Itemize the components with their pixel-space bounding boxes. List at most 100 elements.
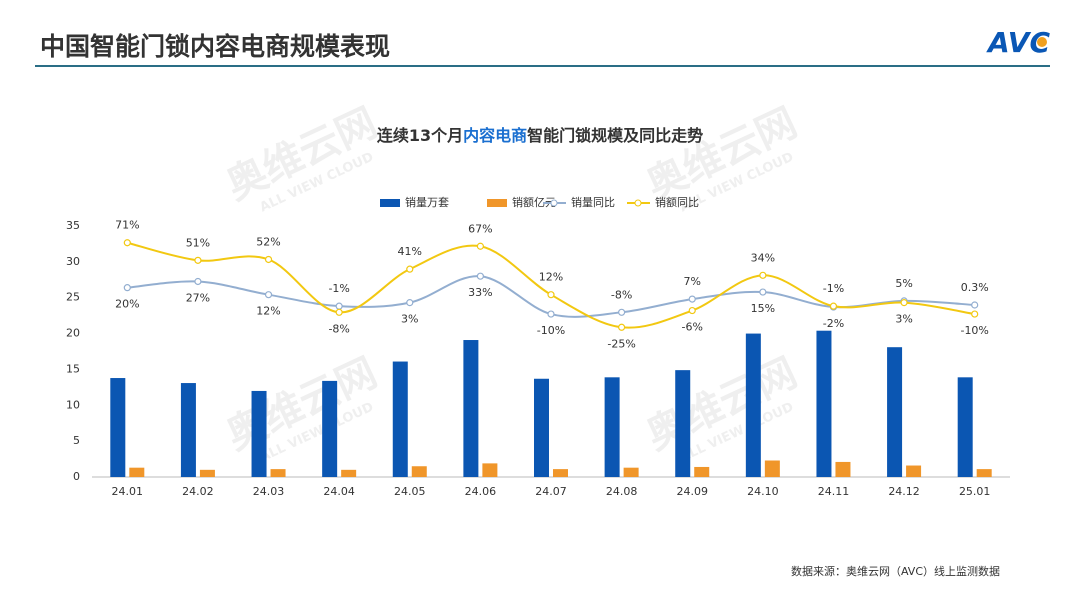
bar [392,361,408,477]
data-label: 52% [256,235,280,248]
line-marker [618,308,626,316]
bar [341,469,357,477]
data-label: -8% [611,288,632,301]
x-tick-label: 24.03 [253,485,285,498]
title-part: 连续13个月 [377,126,463,145]
data-label: -8% [328,322,349,335]
line-marker [264,255,273,264]
y-tick-label: 25 [66,291,80,304]
x-tick-label: 24.04 [323,485,355,498]
y-tick-label: 0 [73,470,80,483]
data-label: 12% [256,305,280,318]
x-tick-label: 24.02 [182,485,214,498]
bar [623,467,639,477]
legend-label: 销量同比 [571,195,615,209]
data-label: 7% [684,275,701,288]
bar [816,330,832,477]
data-label: 67% [468,222,492,235]
bar [270,469,286,477]
x-tick-label: 24.08 [606,485,638,498]
bar [887,347,903,477]
data-label: 5% [895,277,912,290]
x-tick-label: 24.06 [465,485,497,498]
line-marker [829,302,838,310]
data-label: 3% [895,313,912,326]
line-marker [688,295,696,303]
y-tick-label: 35 [66,219,80,232]
y-tick-label: 5 [73,434,80,447]
line-marker [759,271,767,279]
line-marker [971,301,979,309]
data-label: 33% [468,286,492,299]
line-marker [971,310,979,318]
legend-swatch [380,199,400,207]
bar [129,467,145,477]
data-label: -10% [537,324,565,337]
data-label: 15% [751,302,775,315]
legend-swatch [487,199,507,207]
data-label: -2% [823,317,844,330]
x-tick-label: 24.12 [888,485,920,498]
data-label: 0.3% [961,281,989,294]
x-tick-label: 24.10 [747,485,779,498]
bar [604,377,620,477]
data-label: -10% [960,324,988,337]
y-tick-label: 10 [66,398,80,411]
data-label: -6% [682,321,703,334]
bar [976,469,992,477]
legend-label: 销额同比 [655,195,699,209]
bar [322,380,338,477]
line-marker [900,299,908,307]
bar [180,383,196,477]
logo-dot [1037,37,1047,47]
bar [463,340,479,477]
source: 数据来源：奥维云网（AVC）线上监测数据 [791,564,1000,578]
bar [835,461,851,477]
line-marker [476,242,484,250]
data-label: 3% [401,313,418,326]
data-label: 20% [115,298,139,311]
data-label: 34% [751,251,775,264]
x-tick-label: 24.09 [676,485,708,498]
legend-label: 销量万套 [405,195,449,209]
data-label: 51% [186,236,210,249]
line-marker [123,284,131,292]
data-label: 27% [186,291,210,304]
legend-marker [550,199,558,207]
y-tick-label: 30 [66,255,80,268]
x-tick-label: 25.01 [959,485,991,498]
line-marker [123,239,131,247]
x-tick-label: 24.01 [112,485,144,498]
data-label: -1% [823,282,844,295]
line-marker [476,272,484,280]
x-tick-label: 24.11 [818,485,850,498]
line-marker [406,299,414,307]
line-marker [547,310,555,318]
line-marker [335,308,343,316]
line-marker [406,265,414,273]
data-label: -1% [328,282,349,295]
data-label: 41% [398,245,422,258]
y-tick-label: 20 [66,327,80,340]
bar [906,465,922,477]
bar [745,333,761,477]
data-label: 12% [539,271,563,284]
page-title: 中国智能门锁内容电商规模表现 [40,32,390,61]
bar [553,469,568,477]
data-label: 71% [115,219,139,232]
bar [110,378,126,477]
bar [957,377,973,477]
bar [694,466,710,477]
line-marker [264,291,273,299]
legend-label: 销额亿元 [512,195,556,209]
title-highlight: 内容电商 [463,126,527,145]
bar [675,370,691,477]
bar [251,390,267,477]
line-marker [688,306,696,315]
line-marker [547,291,555,299]
y-tick-label: 15 [66,362,80,375]
x-tick-label: 24.07 [535,485,567,498]
line-marker [759,288,767,296]
